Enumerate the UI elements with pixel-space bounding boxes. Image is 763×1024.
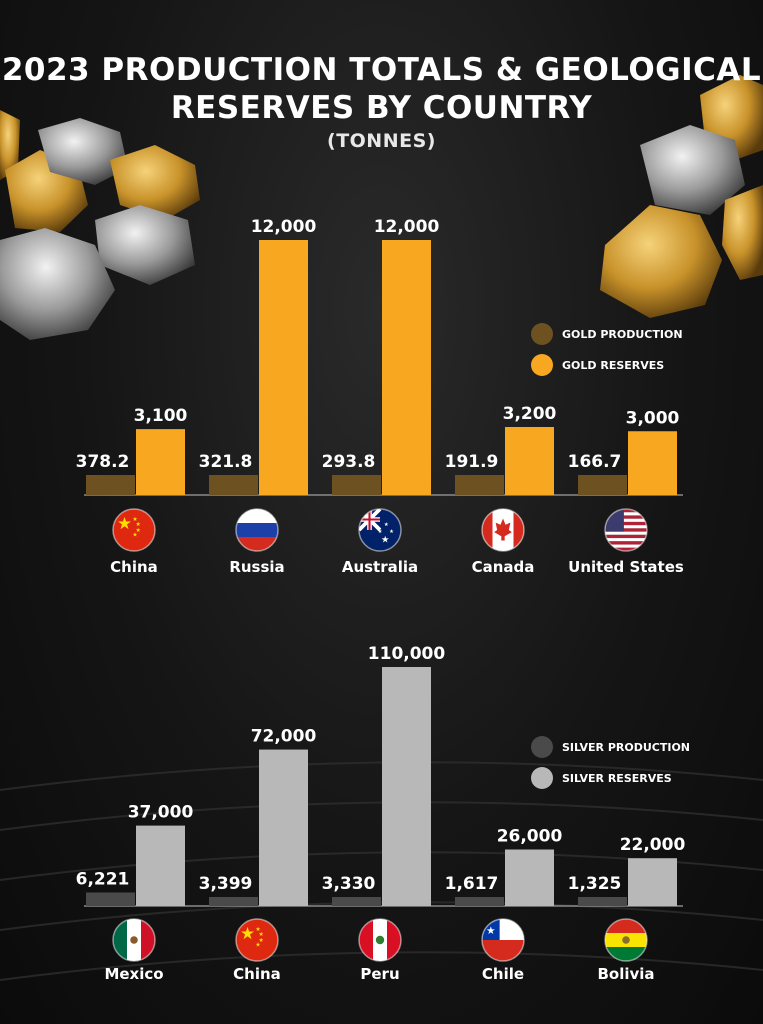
silver-production-value-label: 1,325 [568,874,622,894]
gold-production-bar [578,475,627,495]
legend: SILVER PRODUCTION SILVER RESERVES [531,736,690,789]
gold-chart: 378.23,100★ ★★★★China321.812,000Russia293… [76,217,684,576]
gold-reserves-value-label: 12,000 [251,217,317,237]
gold-reserves-bar [628,431,677,495]
russia-flag-icon [235,508,279,552]
silver-reserves-bar [382,667,431,906]
silver-production-bar [578,897,627,906]
gold-production-bar [332,475,381,495]
svg-text:★: ★ [117,513,132,533]
gold-reserves-bar [259,240,308,495]
legend-label: SILVER RESERVES [562,772,672,785]
svg-text:★: ★ [384,522,389,528]
canada-flag-icon [481,508,525,552]
gold-reserves-bar [136,429,185,495]
silver-production-bar [86,892,135,906]
mexico-flag-icon [112,918,156,962]
china-flag-icon: ★ ★★★★ [112,508,156,552]
svg-text:★: ★ [240,923,255,943]
country-label: Peru [360,965,399,983]
gold-production-value-label: 293.8 [322,452,376,472]
gold-reserves-bar [382,240,431,495]
svg-text:★: ★ [132,516,137,523]
peru-flag-icon [358,918,402,962]
chart-title-line2: RESERVES BY COUNTRY [170,90,593,126]
silver-reserves-bar [628,858,677,906]
gold-production-value-label: 321.8 [199,452,253,472]
legend-swatch [531,323,553,345]
svg-text:★: ★ [378,529,383,535]
gold-production-value-label: 191.9 [445,452,499,472]
silver-production-bar [455,897,504,906]
gold-reserves-bar [505,427,554,495]
chart-title-line1: 2023 PRODUCTION TOTALS & GEOLOGICAL [1,52,762,88]
country-label: Australia [342,558,418,576]
country-label: Russia [229,558,284,576]
gold-reserves-value-label: 3,100 [134,406,188,426]
svg-text:★: ★ [255,926,260,933]
gold-production-value-label: 378.2 [76,452,130,472]
country-label: Canada [472,558,535,576]
silver-reserves-bar [505,849,554,906]
country-label: Mexico [104,965,163,983]
svg-text:★: ★ [486,925,495,937]
china-flag-icon: ★ ★★★★ [235,918,279,962]
legend-label: GOLD RESERVES [562,359,664,372]
country-label: Chile [482,965,524,983]
legend-label: SILVER PRODUCTION [562,741,690,754]
gold-production-value-label: 166.7 [568,452,622,472]
country-label: Bolivia [597,965,654,983]
silver-production-value-label: 1,617 [445,874,499,894]
svg-text:★: ★ [136,527,141,534]
country-label: China [233,965,281,983]
svg-text:★: ★ [381,535,389,546]
silver-reserves-value-label: 22,000 [620,835,686,855]
silver-production-value-label: 6,221 [76,869,130,889]
legend-swatch [531,767,553,789]
svg-text:★: ★ [255,942,260,949]
silver-reserves-bar [136,825,185,906]
silver-reserves-value-label: 37,000 [128,803,194,823]
svg-text:★: ★ [259,937,264,944]
gold-reserves-value-label: 12,000 [374,217,440,237]
svg-text:★: ★ [389,529,394,535]
gold-reserves-value-label: 3,000 [626,408,680,428]
legend-label: GOLD PRODUCTION [562,328,683,341]
gold-production-bar [86,475,135,495]
australia-flag-icon: ★★★ ★ [358,508,402,552]
chile-flag-icon: ★ [481,918,525,962]
gold-production-bar [209,475,258,495]
unit-label: (TONNES) [327,130,436,152]
country-label: China [110,558,158,576]
usa-flag-icon [604,508,648,552]
legend-swatch [531,736,553,758]
svg-text:★: ★ [132,532,137,539]
silver-reserves-bar [259,749,308,906]
silver-production-value-label: 3,399 [199,874,253,894]
silver-reserves-value-label: 72,000 [251,727,317,747]
silver-production-value-label: 3,330 [322,874,376,894]
silver-reserves-value-label: 110,000 [368,644,446,664]
silver-production-bar [209,897,258,906]
silver-reserves-value-label: 26,000 [497,827,563,847]
bolivia-flag-icon [604,918,648,962]
legend-swatch [531,354,553,376]
country-label: United States [568,558,684,576]
svg-text:★: ★ [259,931,264,938]
gold-reserves-value-label: 3,200 [503,404,557,424]
gold-production-bar [455,475,504,495]
legend: GOLD PRODUCTION GOLD RESERVES [531,323,683,376]
svg-text:★: ★ [136,521,141,528]
silver-production-bar [332,897,381,906]
